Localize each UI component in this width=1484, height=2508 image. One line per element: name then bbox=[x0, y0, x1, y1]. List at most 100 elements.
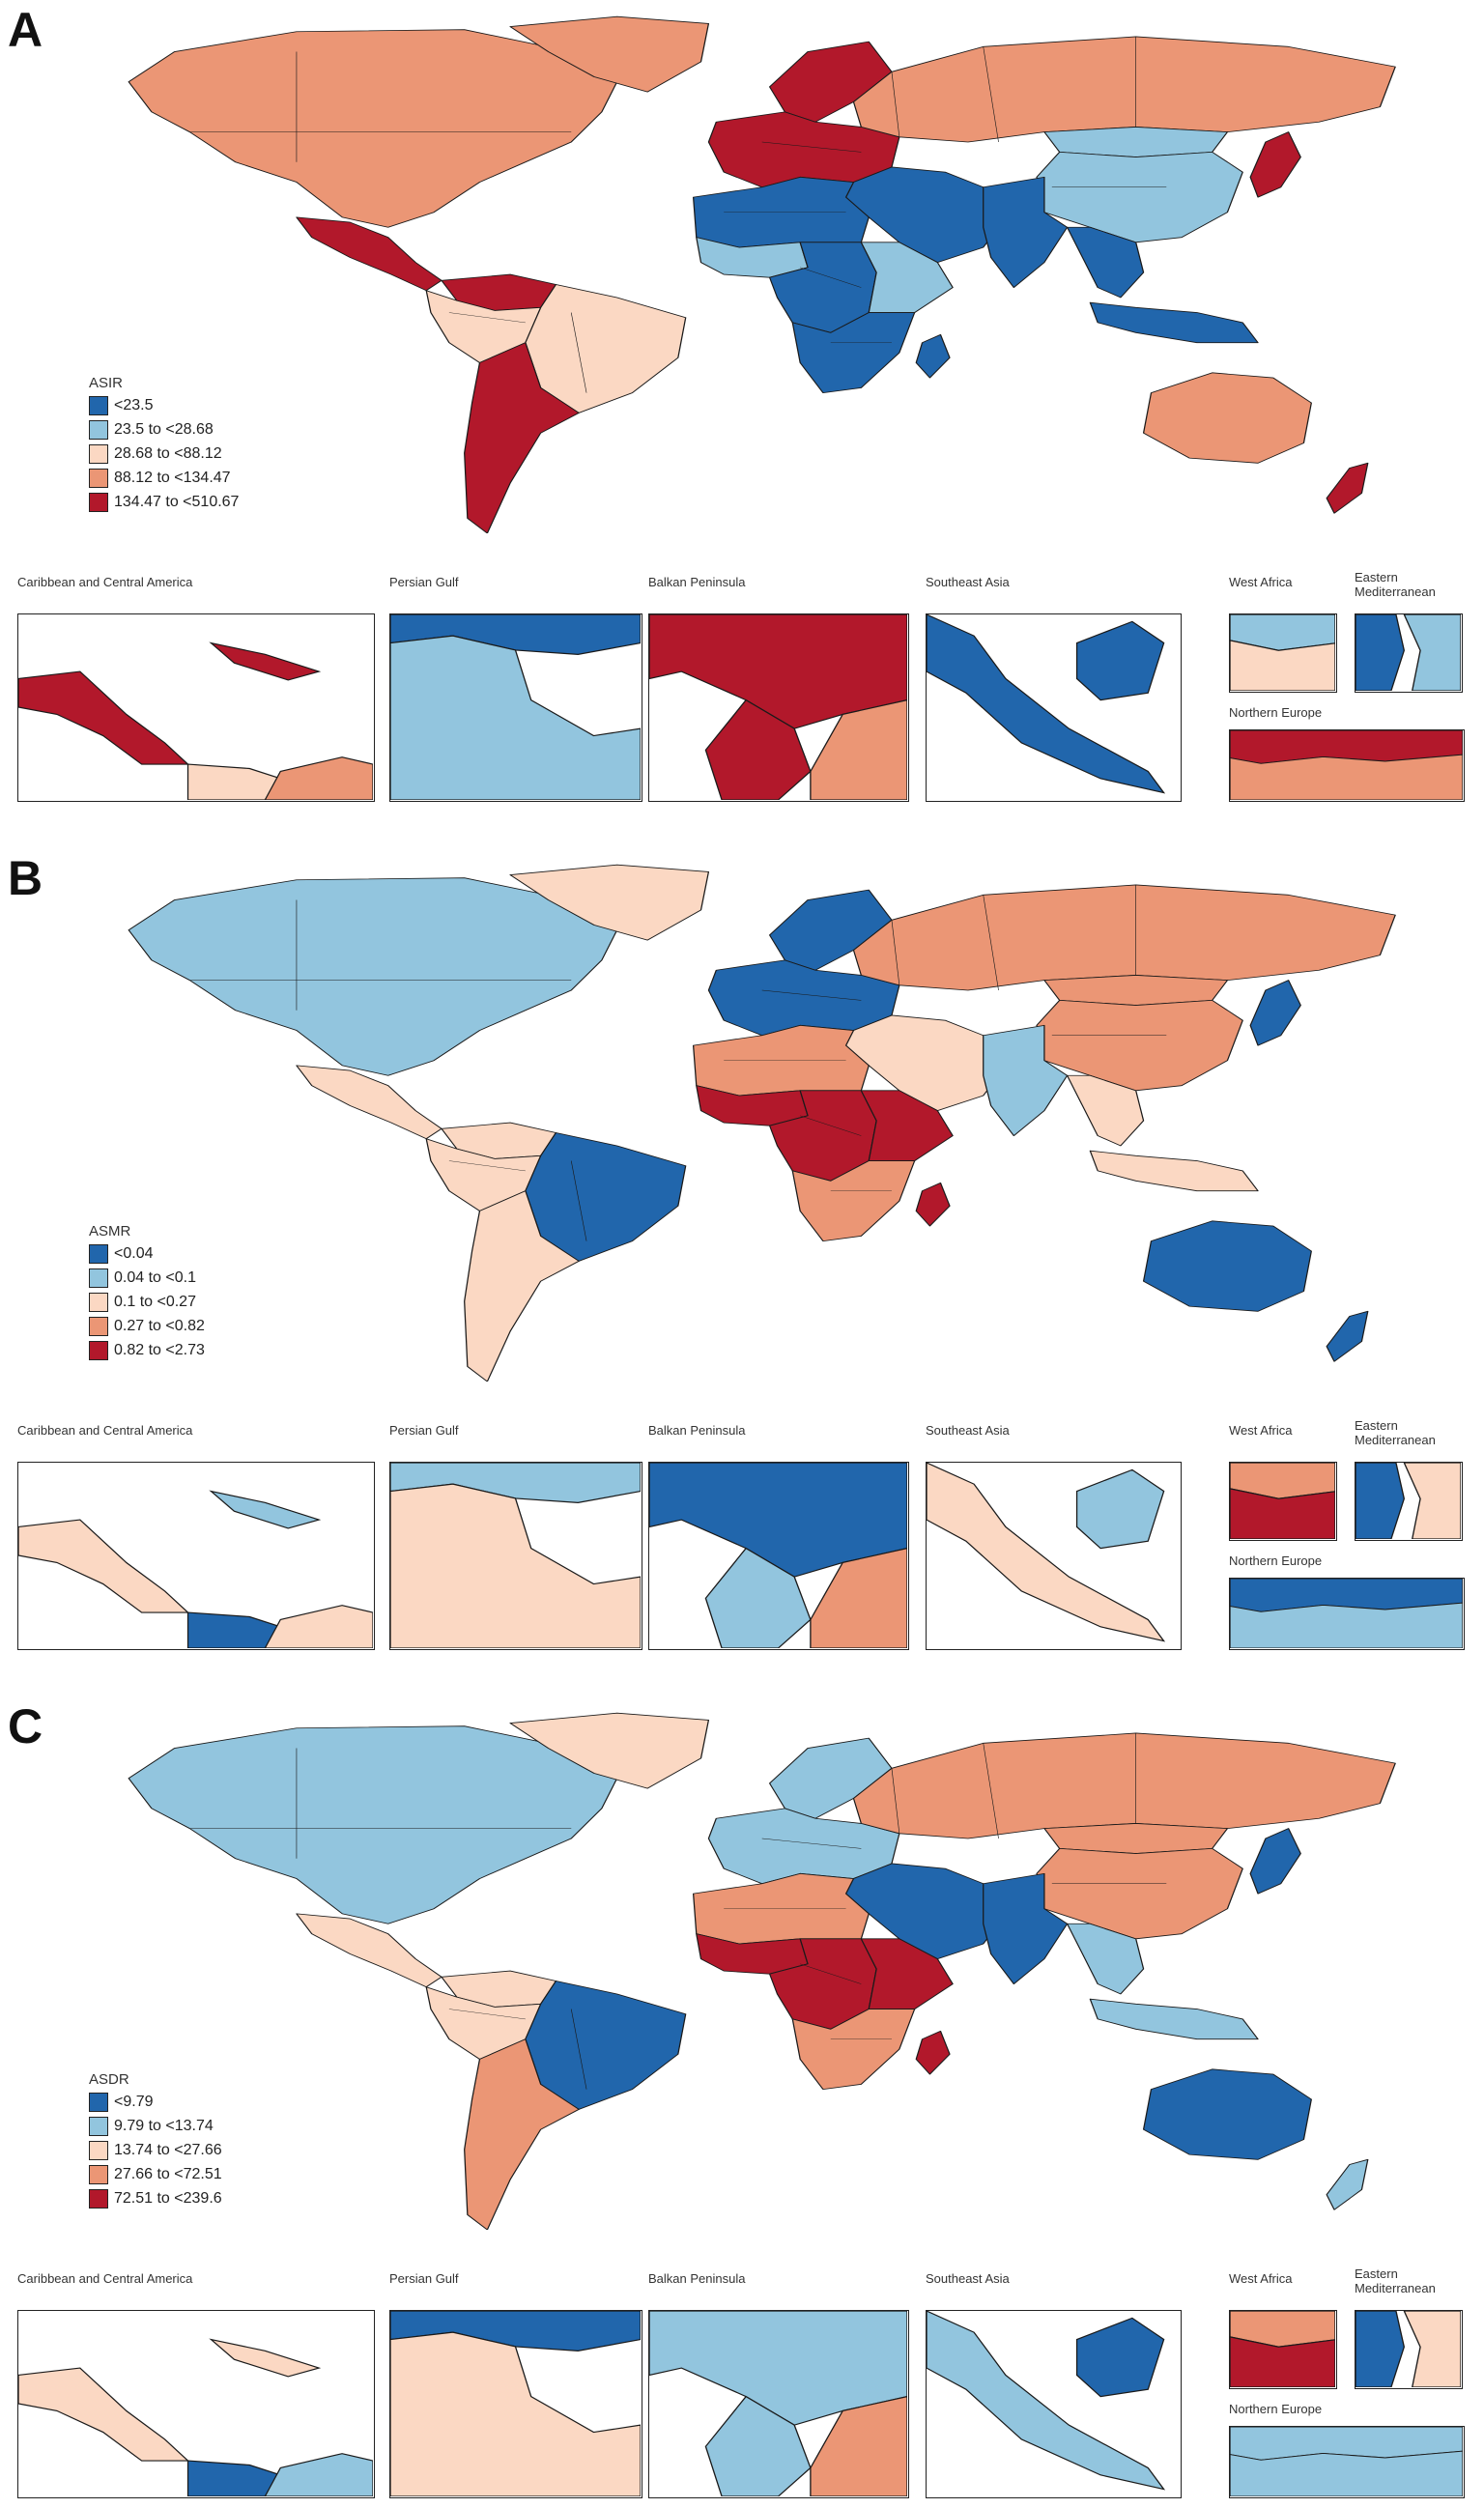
inset-region bbox=[1075, 1468, 1165, 1550]
inset-region bbox=[390, 635, 641, 800]
region-north-america bbox=[128, 29, 618, 228]
region-madagascar bbox=[915, 333, 951, 379]
inset-region bbox=[1403, 2311, 1461, 2387]
legend-item: 23.5 to <28.68 bbox=[89, 417, 239, 442]
legend-label: 28.68 to <88.12 bbox=[114, 444, 222, 462]
legend-label: 13.74 to <27.66 bbox=[114, 2141, 222, 2158]
world-choropleth-map bbox=[128, 1712, 1396, 2230]
inset-title-balkan: Balkan Peninsula bbox=[648, 575, 746, 589]
inset-title-eastern-mediterranean: Eastern Mediterranean bbox=[1355, 2266, 1436, 2295]
country-border bbox=[570, 2009, 587, 2090]
inset-title-northern-europe: Northern Europe bbox=[1229, 1553, 1323, 1568]
region-russia bbox=[852, 884, 1396, 991]
inset-region bbox=[264, 1605, 373, 1648]
legend-item: 72.51 to <239.6 bbox=[89, 2186, 222, 2210]
inset-region bbox=[1230, 640, 1335, 691]
inset-map-eastern-med bbox=[1355, 613, 1463, 693]
legend-label: 9.79 to <13.74 bbox=[114, 2117, 214, 2134]
legend-label: <0.04 bbox=[114, 1244, 154, 1262]
region-southeast-asia bbox=[1066, 226, 1145, 299]
inset-map-west-africa bbox=[1229, 2310, 1337, 2389]
inset-region bbox=[1356, 614, 1405, 691]
inset-region bbox=[18, 2367, 190, 2462]
region-new-zealand bbox=[1326, 2158, 1369, 2210]
legend-item: 0.1 to <0.27 bbox=[89, 1290, 205, 1314]
region-japan bbox=[1249, 980, 1301, 1046]
inset-region bbox=[390, 2331, 641, 2496]
region-greenland bbox=[509, 1712, 710, 1789]
inset-title-persian-gulf: Persian Gulf bbox=[389, 1423, 459, 1438]
region-indonesia bbox=[1089, 1150, 1259, 1192]
legend-swatch bbox=[89, 492, 108, 512]
inset-title-southeast-asia: Southeast Asia bbox=[926, 2271, 1010, 2286]
inset-title-line: Eastern bbox=[1355, 1418, 1398, 1433]
region-mexico-central bbox=[296, 216, 442, 292]
inset-region bbox=[927, 2311, 1166, 2491]
inset-map-eastern-med bbox=[1355, 1462, 1463, 1541]
legend-item: <0.04 bbox=[89, 1241, 205, 1266]
inset-map-west-africa bbox=[1229, 1462, 1337, 1541]
country-border bbox=[761, 989, 862, 1001]
inset-map-balkan bbox=[648, 2310, 909, 2498]
region-north-america bbox=[128, 1725, 618, 1924]
legend-title: ASIR bbox=[89, 375, 124, 391]
inset-region bbox=[1075, 2317, 1165, 2398]
legend-item: 27.66 to <72.51 bbox=[89, 2162, 222, 2186]
inset-title-eastern-mediterranean: Eastern Mediterranean bbox=[1355, 570, 1436, 599]
inset-title-line: Mediterranean bbox=[1355, 2281, 1436, 2295]
country-border bbox=[891, 920, 900, 985]
region-southern-africa bbox=[791, 1160, 916, 1242]
world-choropleth-map bbox=[128, 15, 1396, 533]
region-southern-cone bbox=[464, 342, 580, 533]
legend-swatch bbox=[89, 2140, 108, 2160]
panel-letter: C bbox=[8, 1699, 43, 1753]
legend-item: 88.12 to <134.47 bbox=[89, 466, 239, 490]
legend-label: 0.27 to <0.82 bbox=[114, 1317, 205, 1334]
region-southern-africa bbox=[791, 2009, 916, 2091]
country-border bbox=[983, 895, 999, 991]
region-east-africa bbox=[860, 1938, 954, 2009]
inset-map-northern-europe bbox=[1229, 2426, 1465, 2498]
inset-region bbox=[264, 756, 373, 800]
inset-title-southeast-asia: Southeast Asia bbox=[926, 575, 1010, 589]
country-border bbox=[800, 1963, 862, 1984]
legend-title: ASDR bbox=[89, 2071, 129, 2088]
inset-map-caribbean bbox=[17, 613, 375, 802]
region-southeast-asia bbox=[1066, 1923, 1145, 1995]
inset-region bbox=[390, 1483, 641, 1648]
country-border bbox=[448, 2009, 526, 2020]
inset-title-west-africa: West Africa bbox=[1229, 575, 1293, 589]
inset-region bbox=[186, 2460, 282, 2496]
region-new-zealand bbox=[1326, 462, 1369, 514]
region-russia bbox=[852, 1732, 1396, 1839]
legend-label: 23.5 to <28.68 bbox=[114, 420, 214, 438]
inset-title-northern-europe: Northern Europe bbox=[1229, 2402, 1323, 2416]
region-japan bbox=[1249, 131, 1301, 198]
inset-region bbox=[186, 763, 282, 800]
inset-region bbox=[186, 1611, 282, 1648]
inset-region bbox=[927, 1463, 1166, 1642]
inset-region bbox=[704, 2395, 812, 2496]
legend-label: 0.1 to <0.27 bbox=[114, 1293, 196, 1310]
legend-label: <23.5 bbox=[114, 396, 154, 413]
map-legend: ASDR <9.79 9.79 to <13.74 13.74 to <27.66 27… bbox=[89, 2071, 222, 2210]
legend-item: 13.74 to <27.66 bbox=[89, 2138, 222, 2162]
region-greenland bbox=[509, 864, 710, 941]
legend-item: 0.04 to <0.1 bbox=[89, 1266, 205, 1290]
legend-label: 27.66 to <72.51 bbox=[114, 2165, 222, 2182]
inset-map-southeast-asia bbox=[926, 613, 1182, 802]
inset-region bbox=[1230, 1488, 1335, 1539]
inset-region bbox=[1356, 2311, 1405, 2387]
region-australia bbox=[1142, 2068, 1312, 2160]
legend-swatch bbox=[89, 1268, 108, 1288]
inset-region bbox=[1356, 1463, 1405, 1539]
inset-map-northern-europe bbox=[1229, 729, 1465, 802]
inset-map-southeast-asia bbox=[926, 1462, 1182, 1650]
legend-label: <9.79 bbox=[114, 2093, 154, 2110]
region-madagascar bbox=[915, 2030, 951, 2075]
legend-swatch bbox=[89, 1340, 108, 1360]
region-southern-cone bbox=[464, 2038, 580, 2230]
inset-title-line: Mediterranean bbox=[1355, 584, 1436, 599]
region-southern-cone bbox=[464, 1190, 580, 1382]
legend-swatch bbox=[89, 2188, 108, 2209]
